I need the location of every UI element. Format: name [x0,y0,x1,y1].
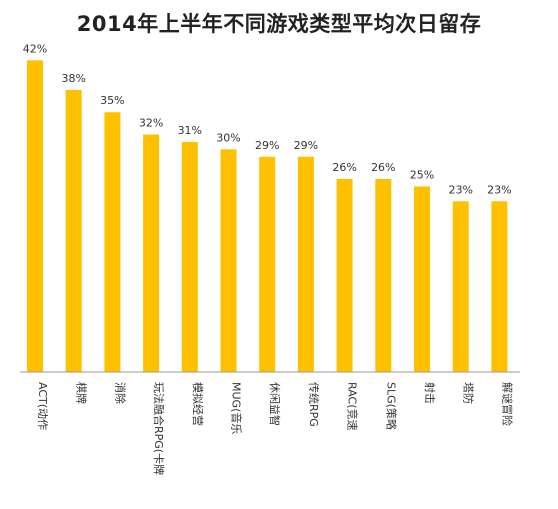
data-label: 32% [139,116,163,129]
bar [297,156,314,372]
bar [220,149,237,372]
x-tick-label: 棋牌 [75,382,89,404]
x-tick-label: 模拟经营 [191,382,205,426]
x-tick-label: 解谜冒险 [500,382,514,426]
x-tick-label: ACT(动作 [36,382,49,430]
x-tick-label: 塔防 [462,382,476,404]
bar [491,201,508,372]
x-tick-labels-layer: ACT(动作 棋牌 消除 玩法融合RPG(卡牌 模拟经营 MUG(音乐 休闲益智 传统RPG R… [36,382,514,475]
bar [452,201,469,372]
x-tick-label: 射击 [423,382,437,404]
bar [259,156,276,372]
bar [104,112,121,372]
bar [65,89,82,372]
data-label: 42% [23,42,47,55]
data-label: 26% [332,161,356,174]
bar [181,141,198,372]
x-tick-label: SLG(策略 [384,382,398,430]
data-label: 31% [178,124,202,137]
bar [27,60,43,373]
bars-layer [27,60,508,373]
bar [336,179,353,372]
data-label: 29% [294,139,318,152]
data-label: 38% [61,72,85,85]
x-tick-label: 传统RPG [307,382,320,427]
data-label: 23% [487,183,511,196]
data-label: 30% [216,131,240,144]
x-tick-label: MUG(音乐 [230,382,244,434]
data-label: 25% [410,168,434,181]
data-label: 23% [448,183,472,196]
x-tick-label: 消除 [113,382,127,404]
data-labels-layer: 42% 38% 35% 32% 31% 30% 29% 29% 26% 26% 25% 23% 23% [23,42,512,196]
data-label: 26% [371,161,395,174]
data-label: 35% [100,94,124,107]
data-label: 29% [255,139,279,152]
bar [414,186,430,372]
chart-title: 2014年上半年不同游戏类型平均次日留存 [76,12,482,36]
x-tick-label: 休闲益智 [268,382,282,426]
x-tick-label: RAC(竞速 [346,382,360,431]
bar [143,134,160,372]
x-tick-label: 玩法融合RPG(卡牌 [152,382,166,475]
bar [375,179,392,372]
